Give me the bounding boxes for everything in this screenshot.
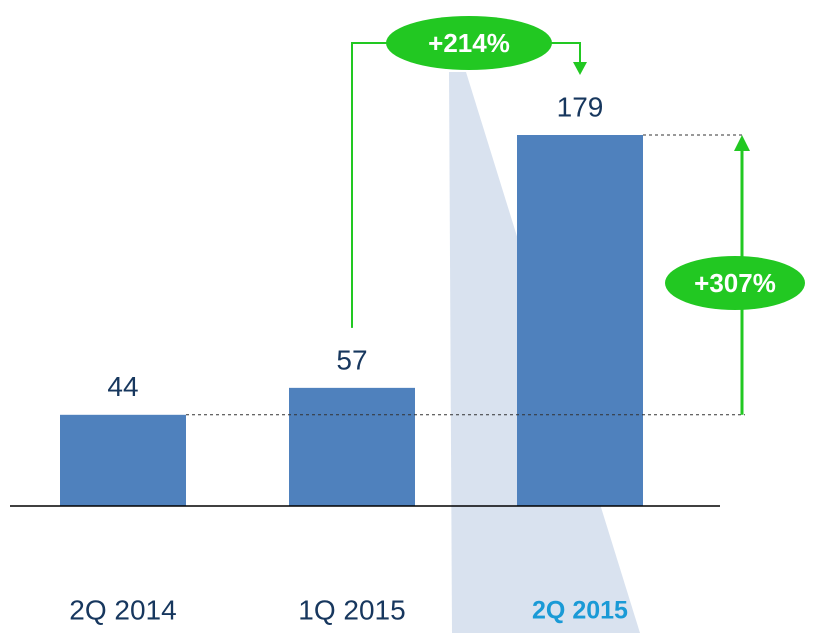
annotation-text: +214%	[428, 28, 510, 58]
annotation-badge	[665, 256, 805, 310]
arrow-head	[734, 135, 750, 151]
arrow-head	[573, 62, 587, 75]
value-label: 179	[557, 91, 604, 122]
value-label: 44	[107, 371, 138, 402]
annotation-badge	[386, 16, 552, 70]
bar	[60, 414, 186, 506]
value-label: 57	[336, 344, 367, 375]
annotation-text: +307%	[694, 268, 776, 298]
annotations: +214% +307%	[186, 16, 805, 416]
x-tick-label: 1Q 2015	[298, 594, 405, 625]
x-tick-label: 2Q 2015	[532, 597, 628, 625]
bar	[517, 135, 643, 506]
x-tick-label: 2Q 2014	[69, 594, 176, 625]
bars	[60, 135, 643, 506]
bar	[289, 387, 415, 506]
